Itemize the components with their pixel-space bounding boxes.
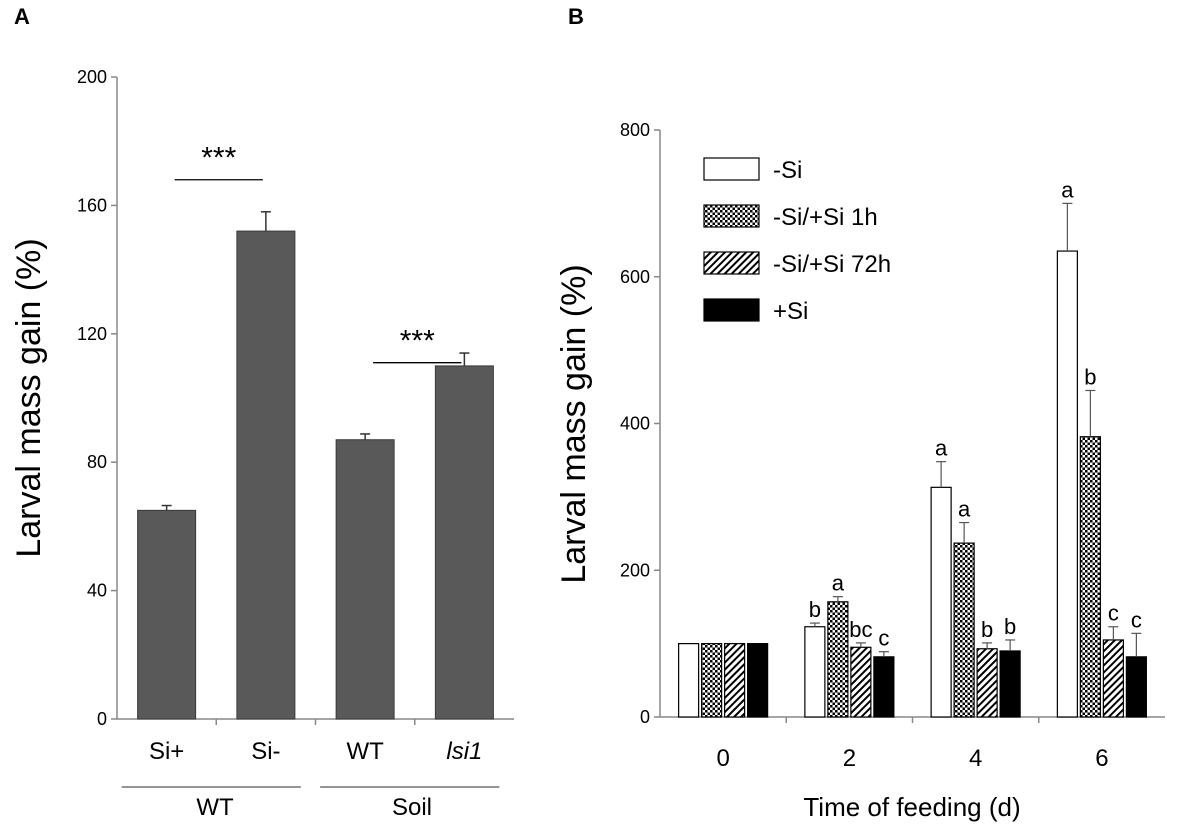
panel-b-bar: [1056, 250, 1078, 718]
panel-b-significance-letter: c: [878, 626, 889, 651]
panel-a-y-tick-label: 200: [77, 67, 107, 87]
panel-b-bar: [1102, 639, 1124, 718]
panel-b-x-axis-title: Time of feeding (d): [803, 792, 1020, 822]
panel-b-significance-letter: a: [958, 497, 971, 522]
panel-b-significance-letter: b: [809, 597, 821, 622]
panel-b-bar: [873, 656, 895, 718]
panel-b-bar: [747, 643, 769, 718]
panel-b-bar: [976, 648, 998, 718]
legend-label: -Si: [773, 157, 802, 184]
panel-b-category-label: 2: [843, 745, 856, 772]
legend-swatch: [703, 298, 760, 322]
panel-a-y-tick-label: 80: [87, 452, 107, 472]
panel-b-bar: [827, 601, 849, 718]
panel-b-significance-letter: c: [1131, 607, 1142, 632]
panel-b-y-tick-label: 200: [620, 560, 650, 580]
legend-swatch: [703, 204, 760, 228]
panel-b-significance-letter: a: [1061, 177, 1074, 202]
panel-b-y-axis-title: Larval mass gain (%): [555, 264, 593, 583]
panel-b-bar: [930, 486, 952, 718]
legend-label: -Si/+Si 72h: [773, 251, 891, 278]
panel-b-y-tick-label: 800: [620, 120, 650, 140]
panel-b-bar: [850, 646, 872, 718]
panel-a-chart: 0 40 80 120 160 200 Si+ Si- WT lsi1 *** ***: [77, 67, 514, 788]
panel-b-significance-letter: b: [1084, 364, 1096, 389]
panel-b-y-tick-label: 600: [620, 267, 650, 287]
panel-b-bar: [1079, 436, 1101, 718]
panel-a-y-axis-title: Larval mass gain (%): [10, 238, 48, 557]
panel-a-group-label-soil: Soil: [392, 794, 432, 821]
panel-a-y-tick-label: 0: [97, 709, 107, 729]
panel-b-bar: [724, 643, 746, 718]
panel-b-significance-letter: a: [935, 436, 948, 461]
panel-a-group-label-wt: WT: [196, 794, 234, 821]
panel-a-bar: [137, 509, 197, 720]
panel-label-a: A: [14, 4, 30, 29]
panel-b-bar: [999, 650, 1021, 718]
panel-b-significance-letter: c: [1108, 601, 1119, 626]
panel-b-category-label: 4: [969, 745, 982, 772]
panel-b-bar: [804, 626, 826, 718]
panel-b-significance-letter: b: [1004, 614, 1016, 639]
panel-a-significance-label: ***: [400, 325, 435, 358]
panel-a-y-tick-label: 40: [87, 581, 107, 601]
panel-b-bar: [1125, 656, 1147, 718]
panel-a-category-label: Si-: [251, 738, 280, 765]
panel-a-category-label: WT: [346, 738, 384, 765]
panel-a-category-label: Si+: [149, 738, 184, 765]
panel-b-significance-letter: a: [832, 571, 845, 596]
panel-a-significance-label: ***: [201, 142, 236, 175]
panel-b-bar: [678, 643, 700, 718]
legend-label: +Si: [773, 298, 808, 325]
panel-a-bar: [236, 230, 296, 720]
legend-swatch: [703, 251, 760, 275]
panel-a-y-tick-label: 120: [77, 324, 107, 344]
panel-label-b: B: [568, 4, 584, 29]
legend-swatch: [703, 157, 760, 181]
panel-b-y-tick-label: 400: [620, 414, 650, 434]
panel-b-significance-letter: b: [981, 617, 993, 642]
panel-a-y-tick-label: 160: [77, 195, 107, 215]
panel-b-y-tick-label: 0: [640, 707, 650, 727]
panel-b-significance-letter: bc: [849, 617, 872, 642]
panel-a-bar: [434, 365, 494, 720]
legend-label: -Si/+Si 1h: [773, 204, 878, 231]
panel-b-bar: [953, 542, 975, 718]
panel-b-bar: [701, 643, 723, 718]
panel-b-category-label: 6: [1095, 745, 1108, 772]
panel-b-category-label: 0: [716, 745, 729, 772]
panel-a-category-label: lsi1: [446, 738, 482, 765]
panel-a-bar: [335, 439, 395, 720]
